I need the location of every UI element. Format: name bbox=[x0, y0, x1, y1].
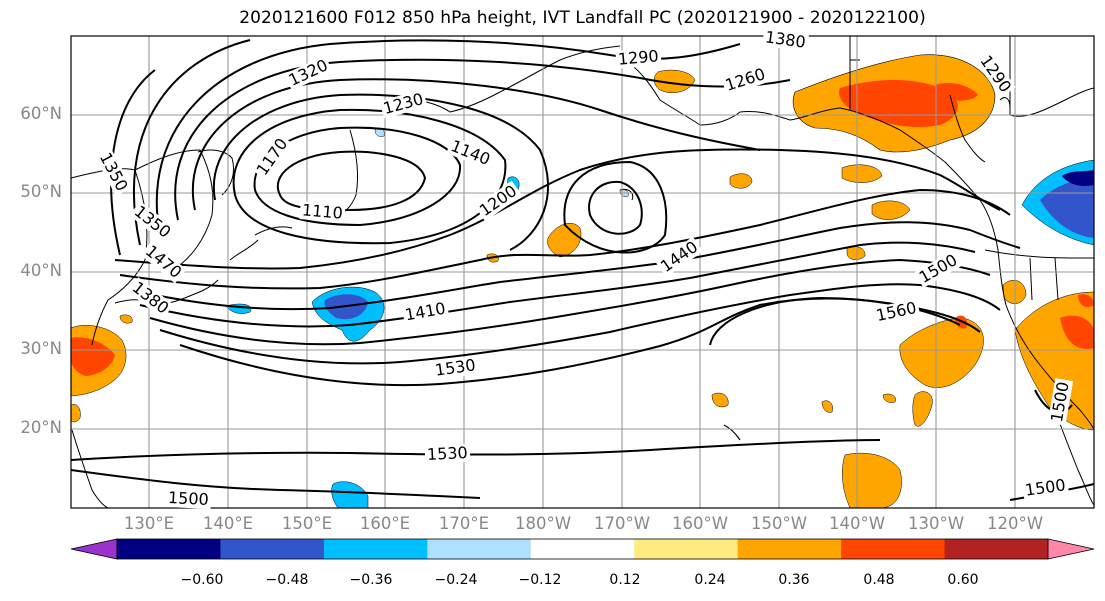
colorbar-tick-label: −0.60 bbox=[180, 572, 224, 588]
lon-label-180w: 180°W bbox=[514, 514, 572, 533]
colorbar-segment bbox=[530, 539, 635, 559]
contour-label: 1500 bbox=[165, 487, 212, 510]
colorbar-tick-label: −0.12 bbox=[518, 572, 562, 588]
lon-label-130e: 130°E bbox=[123, 514, 175, 533]
lon-label-120w: 120°W bbox=[986, 514, 1044, 533]
colorbar-segment bbox=[841, 539, 946, 559]
colorbar-tick-label: 0.36 bbox=[778, 572, 810, 588]
lon-label-140e: 140°E bbox=[202, 514, 254, 533]
colorbar-tick-label: −0.24 bbox=[434, 572, 478, 588]
colorbar-segment bbox=[117, 539, 221, 559]
lon-label-160w: 160°W bbox=[671, 514, 729, 533]
lon-label-170e: 170°E bbox=[438, 514, 490, 533]
colorbar-tick-label: 0.48 bbox=[863, 572, 895, 588]
lat-label-60n: 60°N bbox=[20, 104, 62, 123]
colorbar-tick-label: −0.48 bbox=[265, 572, 309, 588]
colorbar-segment bbox=[323, 539, 428, 559]
colorbar-segment bbox=[427, 539, 532, 559]
lat-label-30n: 30°N bbox=[20, 339, 62, 358]
lat-label-40n: 40°N bbox=[20, 261, 62, 280]
lat-label-20n: 20°N bbox=[20, 418, 62, 437]
colorbar bbox=[70, 538, 1095, 560]
lon-label-150w: 150°W bbox=[750, 514, 808, 533]
colorbar-tick-label: 0.24 bbox=[694, 572, 726, 588]
lon-label-130w: 130°W bbox=[907, 514, 965, 533]
colorbar-tick-label: −0.36 bbox=[349, 572, 393, 588]
lat-label-50n: 50°N bbox=[20, 182, 62, 201]
colorbar-tick-label: 0.60 bbox=[947, 572, 979, 588]
map-title: 2020121600 F012 850 hPa height, IVT Land… bbox=[239, 8, 926, 28]
colorbar-segment bbox=[737, 539, 842, 559]
colorbar-segment bbox=[220, 539, 325, 559]
lon-label-170w: 170°W bbox=[593, 514, 651, 533]
lon-label-140w: 140°W bbox=[828, 514, 886, 533]
contour-label: 1530 bbox=[424, 442, 471, 465]
map-frame bbox=[70, 35, 1095, 509]
colorbar-segment bbox=[944, 539, 1049, 559]
colorbar-tick-label: 0.12 bbox=[609, 572, 641, 588]
lon-label-150e: 150°E bbox=[281, 514, 333, 533]
colorbar-segment bbox=[634, 539, 739, 559]
lon-label-160e: 160°E bbox=[359, 514, 411, 533]
contour-label: 1110 bbox=[299, 200, 346, 223]
